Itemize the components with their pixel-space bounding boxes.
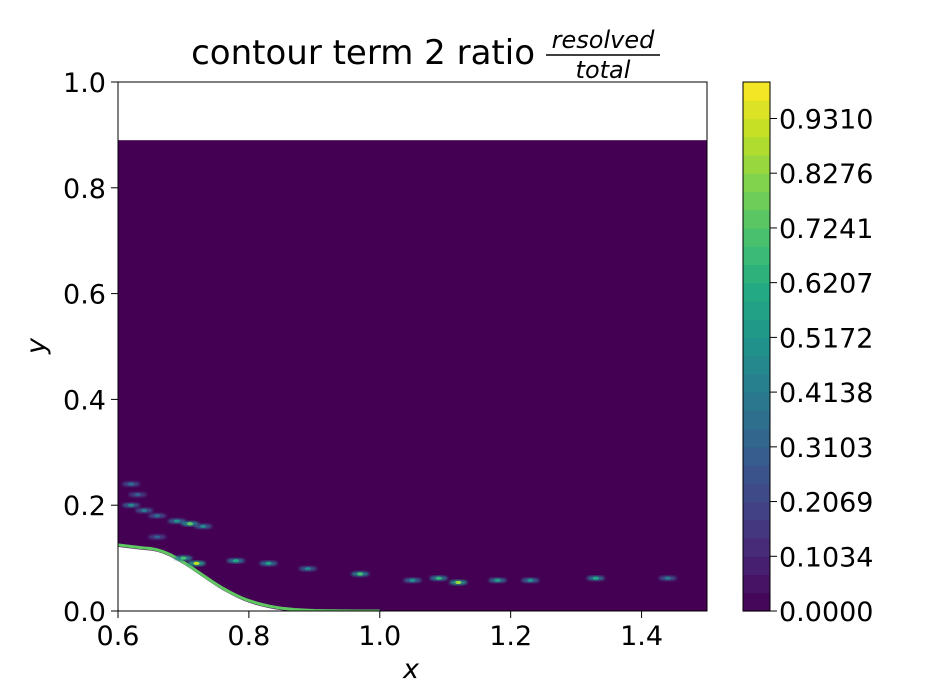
colorbar-band [743,592,770,612]
field-streak-core [435,576,442,580]
colorbar-tick-label: 0.6207 [779,269,873,300]
field-streak-core [154,514,161,518]
field-streak-core [200,524,207,528]
field-streak-core [409,578,416,582]
y-tick-label: 0.8 [63,174,106,205]
colorbar-band [743,264,770,284]
colorbar-tick-label: 0.4138 [779,378,873,409]
colorbar-tick-label: 0.3103 [779,433,873,464]
colorbar-tick-label: 0.8276 [779,159,873,190]
field-background [118,140,707,611]
y-axis: 0.0 0.2 0.4 0.6 0.8 1.0 [63,68,118,628]
field-streak-core [592,576,599,580]
chart-title-text: contour term 2 ratio [191,33,535,73]
colorbar-band [743,319,770,338]
colorbar-band [743,136,770,156]
colorbar-band [743,483,770,503]
field-streak-core [154,535,161,539]
colorbar: 0.0000 0.1034 0.2069 0.3103 0.4138 0.5172 0.62… [742,81,873,628]
colorbar-tick-label: 0.0000 [779,597,873,628]
y-tick-label: 0.0 [63,597,106,628]
contour-field [118,140,707,611]
colorbar-band [743,392,770,411]
title-fraction-denominator: total [576,56,631,84]
colorbar-band [743,118,770,138]
colorbar-band [743,428,770,448]
x-tick-label: 0.6 [97,621,140,652]
x-axis: 0.6 0.8 1.0 1.2 1.4 [97,611,663,652]
colorbar-tick-label: 0.5172 [779,323,873,354]
colorbar-tick-label: 0.7241 [779,214,873,245]
x-tick-label: 1.4 [620,621,663,652]
colorbar-tick-label: 0.2069 [779,488,873,519]
colorbar-band [743,246,770,266]
colorbar-band [743,574,770,594]
chart-title: contour term 2 ratio resolved total [191,26,660,84]
x-tick-label: 0.8 [227,621,270,652]
field-streak-core [180,556,187,560]
field-streak-core [357,572,364,576]
y-tick-label: 0.2 [63,491,106,522]
field-streak-core [664,576,671,580]
field-streak-core [128,503,135,507]
x-tick-label: 1.0 [358,621,401,652]
x-axis-label: x [402,654,420,685]
y-tick-label: 0.6 [63,280,106,311]
colorbar-band [743,282,770,302]
field-streak-core [186,522,193,526]
colorbar-band [743,154,770,174]
colorbar-band [743,100,770,120]
field-streak-core [128,482,135,486]
field-streak-core [193,561,200,565]
colorbar-band [743,191,770,211]
colorbar-band [743,209,770,229]
x-tick-label: 1.2 [489,621,532,652]
field-streak-core [232,559,239,563]
colorbar-tick-label: 0.9310 [779,105,873,136]
field-streak-core [527,578,534,582]
colorbar-tick-label: 0.1034 [779,542,873,573]
obstacle-region [118,546,380,611]
colorbar-band [743,82,770,101]
colorbar-band [743,337,770,357]
field-streak-core [494,578,501,582]
field-streak-core [455,580,462,585]
y-tick-label: 1.0 [63,68,106,99]
colorbar-band [743,173,770,193]
colorbar-band [743,501,770,521]
colorbar-band [743,465,770,484]
plot-area [117,81,708,612]
colorbar-band [743,538,770,557]
field-streak-core [173,519,180,523]
y-tick-label: 0.4 [63,385,106,416]
y-axis-label: y [21,337,52,355]
field-streak-core [141,508,148,513]
colorbar-band [743,556,770,576]
colorbar-band [743,373,770,393]
colorbar-band [743,227,770,247]
colorbar-frame [742,81,771,612]
colorbar-band [743,519,770,539]
colorbar-band [743,355,770,375]
title-fraction-numerator: resolved [552,26,655,54]
field-streak-core [304,567,311,571]
field-streak-core [265,561,272,565]
colorbar-band [743,446,770,466]
colorbar-band [743,410,770,430]
colorbar-band [743,300,770,320]
field-streak-core [134,493,141,497]
plot-frame [117,81,708,612]
